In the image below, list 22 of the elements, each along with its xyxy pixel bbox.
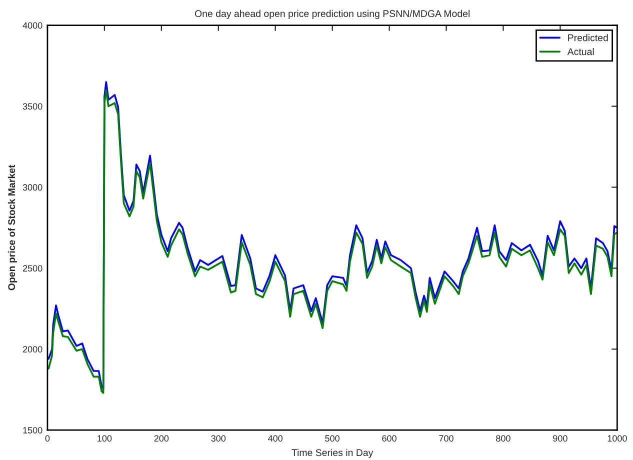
y-axis-title: Open price of Stock Market xyxy=(8,164,17,290)
y-tick-label: 3000 xyxy=(22,184,42,191)
x-tick-label: 300 xyxy=(211,435,226,442)
x-axis-title: Time Series in Day xyxy=(292,448,374,458)
y-tick-label: 2000 xyxy=(22,346,42,352)
x-tick-label: 800 xyxy=(496,435,510,442)
x-tick-label: 400 xyxy=(268,435,283,442)
x-tick-label: 700 xyxy=(439,435,454,442)
x-tick-label: 0 xyxy=(45,435,50,442)
x-tick-label: 500 xyxy=(325,435,340,442)
legend-label: Predicted xyxy=(568,34,608,42)
x-tick-label: 1000 xyxy=(608,435,627,442)
y-tick-label: 2500 xyxy=(22,265,42,272)
x-tick-label: 200 xyxy=(154,435,169,442)
y-tick-label: 4000 xyxy=(22,22,42,29)
y-tick-label: 3500 xyxy=(22,103,42,110)
y-tick-label: 1500 xyxy=(23,427,42,434)
x-tick-label: 600 xyxy=(382,435,396,442)
x-tick-label: 900 xyxy=(553,435,568,442)
chart-title: One day ahead open price prediction using PSNN/MDGA Model xyxy=(194,10,470,19)
legend-label: Actual xyxy=(567,48,594,56)
x-tick-label: 100 xyxy=(98,435,112,442)
